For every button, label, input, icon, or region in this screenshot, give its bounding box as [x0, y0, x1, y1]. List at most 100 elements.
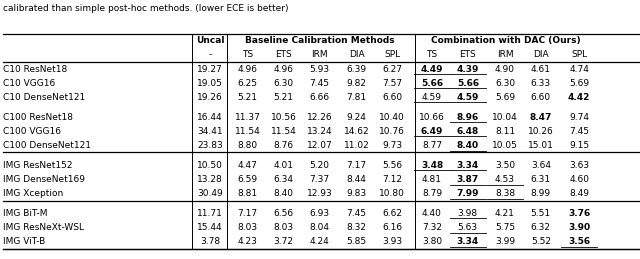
Text: 10.50: 10.50 — [197, 161, 223, 170]
Text: 9.73: 9.73 — [382, 141, 403, 150]
Text: 4.53: 4.53 — [495, 175, 515, 184]
Text: 6.39: 6.39 — [346, 64, 367, 74]
Text: 5.75: 5.75 — [495, 223, 515, 232]
Text: 6.31: 6.31 — [531, 175, 551, 184]
Text: 3.56: 3.56 — [568, 237, 590, 246]
Text: ETS: ETS — [460, 51, 476, 59]
Text: 7.99: 7.99 — [456, 189, 479, 198]
Text: 3.34: 3.34 — [457, 161, 479, 170]
Text: 8.32: 8.32 — [346, 223, 367, 232]
Text: 7.17: 7.17 — [237, 209, 258, 218]
Text: 6.33: 6.33 — [531, 79, 551, 88]
Text: 8.47: 8.47 — [530, 113, 552, 122]
Text: 8.77: 8.77 — [422, 141, 442, 150]
Text: 6.60: 6.60 — [382, 93, 403, 102]
Text: 19.27: 19.27 — [197, 64, 223, 74]
Text: 7.45: 7.45 — [569, 127, 589, 136]
Text: 10.04: 10.04 — [492, 113, 518, 122]
Text: 4.39: 4.39 — [457, 64, 479, 74]
Text: 10.76: 10.76 — [380, 127, 405, 136]
Text: 10.80: 10.80 — [380, 189, 405, 198]
Text: 23.83: 23.83 — [197, 141, 223, 150]
Text: IMG ResNet152: IMG ResNet152 — [3, 161, 73, 170]
Text: IMG ViT-B: IMG ViT-B — [3, 237, 45, 246]
Text: 11.02: 11.02 — [344, 141, 369, 150]
Text: 8.38: 8.38 — [495, 189, 515, 198]
Text: 10.66: 10.66 — [419, 113, 445, 122]
Text: 6.93: 6.93 — [309, 209, 330, 218]
Text: IMG ResNeXt-WSL: IMG ResNeXt-WSL — [3, 223, 84, 232]
Text: 5.21: 5.21 — [237, 93, 258, 102]
Text: 8.79: 8.79 — [422, 189, 442, 198]
Text: DIA: DIA — [533, 51, 548, 59]
Text: 7.12: 7.12 — [382, 175, 403, 184]
Text: TS: TS — [242, 51, 253, 59]
Text: 4.24: 4.24 — [310, 237, 329, 246]
Text: SPL: SPL — [571, 51, 588, 59]
Text: 3.50: 3.50 — [495, 161, 515, 170]
Text: 4.61: 4.61 — [531, 64, 551, 74]
Text: 8.04: 8.04 — [309, 223, 330, 232]
Text: 4.21: 4.21 — [495, 209, 515, 218]
Text: 19.26: 19.26 — [197, 93, 223, 102]
Text: 6.32: 6.32 — [531, 223, 551, 232]
Text: ETS: ETS — [275, 51, 292, 59]
Text: 3.34: 3.34 — [457, 237, 479, 246]
Text: 12.93: 12.93 — [307, 189, 332, 198]
Text: 3.64: 3.64 — [531, 161, 551, 170]
Text: TS: TS — [426, 51, 438, 59]
Text: 6.25: 6.25 — [237, 79, 258, 88]
Text: 4.96: 4.96 — [273, 64, 294, 74]
Text: 4.47: 4.47 — [237, 161, 258, 170]
Text: 5.56: 5.56 — [382, 161, 403, 170]
Text: C100 DenseNet121: C100 DenseNet121 — [3, 141, 92, 150]
Text: 10.56: 10.56 — [271, 113, 296, 122]
Text: 8.76: 8.76 — [273, 141, 294, 150]
Text: 16.44: 16.44 — [197, 113, 223, 122]
Text: 12.26: 12.26 — [307, 113, 332, 122]
Text: IMG BiT-M: IMG BiT-M — [3, 209, 48, 218]
Text: Uncal: Uncal — [196, 36, 224, 45]
Text: 6.48: 6.48 — [457, 127, 479, 136]
Text: 11.54: 11.54 — [235, 127, 260, 136]
Text: 4.23: 4.23 — [237, 237, 258, 246]
Text: 4.81: 4.81 — [422, 175, 442, 184]
Text: 13.28: 13.28 — [197, 175, 223, 184]
Text: 9.83: 9.83 — [346, 189, 367, 198]
Text: 6.59: 6.59 — [237, 175, 258, 184]
Text: SPL: SPL — [384, 51, 401, 59]
Text: 6.49: 6.49 — [421, 127, 443, 136]
Text: 4.40: 4.40 — [422, 209, 442, 218]
Text: 30.49: 30.49 — [197, 189, 223, 198]
Text: 6.30: 6.30 — [495, 79, 515, 88]
Text: 5.69: 5.69 — [569, 79, 589, 88]
Text: 11.54: 11.54 — [271, 127, 296, 136]
Text: 4.42: 4.42 — [568, 93, 590, 102]
Text: 6.30: 6.30 — [273, 79, 294, 88]
Text: 7.17: 7.17 — [346, 161, 367, 170]
Text: 8.03: 8.03 — [273, 223, 294, 232]
Text: 15.44: 15.44 — [197, 223, 223, 232]
Text: 4.74: 4.74 — [569, 64, 589, 74]
Text: calibrated than simple post-hoc methods. (lower ECE is better): calibrated than simple post-hoc methods.… — [3, 4, 289, 13]
Text: 4.49: 4.49 — [420, 64, 444, 74]
Text: C10 VGG16: C10 VGG16 — [3, 79, 56, 88]
Text: 10.05: 10.05 — [492, 141, 518, 150]
Text: 7.81: 7.81 — [346, 93, 367, 102]
Text: 10.40: 10.40 — [380, 113, 405, 122]
Text: 8.03: 8.03 — [237, 223, 258, 232]
Text: 7.57: 7.57 — [382, 79, 403, 88]
Text: C10 DenseNet121: C10 DenseNet121 — [3, 93, 86, 102]
Text: IRM: IRM — [311, 51, 328, 59]
Text: 8.81: 8.81 — [237, 189, 258, 198]
Text: 9.74: 9.74 — [569, 113, 589, 122]
Text: 6.56: 6.56 — [273, 209, 294, 218]
Text: 15.01: 15.01 — [528, 141, 554, 150]
Text: 7.32: 7.32 — [422, 223, 442, 232]
Text: 4.96: 4.96 — [237, 64, 258, 74]
Text: C100 ResNet18: C100 ResNet18 — [3, 113, 73, 122]
Text: 5.93: 5.93 — [309, 64, 330, 74]
Text: 12.07: 12.07 — [307, 141, 332, 150]
Text: 8.11: 8.11 — [495, 127, 515, 136]
Text: 5.63: 5.63 — [458, 223, 478, 232]
